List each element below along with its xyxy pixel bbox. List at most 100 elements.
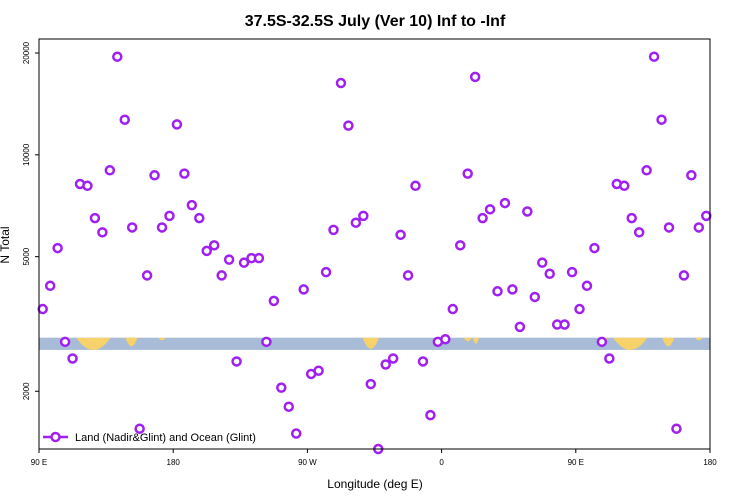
data-point bbox=[440, 333, 451, 345]
data-point bbox=[417, 356, 429, 367]
land-patch bbox=[662, 337, 675, 347]
data-point bbox=[604, 353, 615, 364]
data-point bbox=[499, 197, 511, 209]
legend: Land (Nadir&Glint) and Ocean (Glint) bbox=[43, 431, 256, 444]
data-point bbox=[507, 284, 518, 295]
x-tick-label: 180 bbox=[167, 458, 181, 467]
data-point bbox=[537, 257, 548, 268]
data-point bbox=[238, 257, 250, 268]
data-point bbox=[469, 71, 481, 83]
data-point bbox=[216, 270, 227, 281]
data-point bbox=[581, 280, 593, 292]
data-point bbox=[231, 356, 242, 367]
data-point bbox=[59, 336, 71, 348]
data-point bbox=[387, 353, 399, 364]
data-point bbox=[298, 284, 309, 295]
data-point bbox=[119, 114, 130, 125]
data-point bbox=[313, 365, 324, 376]
x-tick-label: 90 W bbox=[298, 458, 317, 467]
plot-frame bbox=[38, 38, 711, 450]
x-tick-label: 0 bbox=[439, 458, 444, 467]
legend-label: Land (Nadir&Glint) and Ocean (Glint) bbox=[75, 432, 256, 444]
land-patch bbox=[362, 337, 379, 349]
data-point bbox=[208, 240, 220, 251]
data-point bbox=[619, 180, 630, 192]
data-point bbox=[671, 423, 682, 434]
data-point bbox=[112, 51, 123, 62]
legend-marker bbox=[50, 431, 61, 443]
data-point bbox=[462, 168, 473, 179]
data-point bbox=[395, 229, 406, 241]
data-point bbox=[656, 114, 667, 125]
data-points bbox=[37, 51, 712, 455]
y-axis-label: N Total bbox=[0, 226, 12, 263]
data-point bbox=[402, 270, 414, 281]
data-point bbox=[574, 303, 585, 315]
land-patch bbox=[125, 337, 138, 347]
data-point bbox=[663, 222, 675, 233]
data-point bbox=[276, 382, 287, 393]
data-point bbox=[633, 227, 645, 238]
data-point bbox=[201, 245, 212, 257]
data-point bbox=[328, 224, 339, 236]
data-point bbox=[141, 270, 153, 281]
data-point bbox=[678, 270, 690, 281]
data-point bbox=[82, 180, 93, 192]
data-point bbox=[89, 212, 101, 224]
x-tick-label: 90 E bbox=[31, 458, 47, 467]
data-point bbox=[522, 206, 533, 217]
data-point bbox=[343, 120, 354, 131]
data-point bbox=[134, 423, 145, 434]
data-point bbox=[37, 303, 48, 315]
data-point bbox=[477, 212, 488, 224]
data-point bbox=[701, 210, 712, 222]
data-point bbox=[320, 266, 332, 278]
data-point bbox=[253, 252, 265, 264]
data-point bbox=[171, 119, 183, 130]
y-tick-label: 20000 bbox=[22, 41, 31, 64]
data-point bbox=[335, 77, 347, 89]
data-point bbox=[365, 378, 377, 390]
data-point bbox=[410, 180, 421, 192]
data-point bbox=[52, 242, 63, 254]
y-tick-label: 10000 bbox=[22, 143, 31, 166]
land-patch bbox=[472, 337, 479, 344]
data-point bbox=[223, 254, 235, 265]
data-point bbox=[67, 353, 78, 364]
data-point bbox=[559, 319, 570, 330]
land-ocean-band bbox=[39, 337, 710, 350]
data-point bbox=[126, 222, 138, 233]
data-point bbox=[44, 280, 56, 292]
data-point bbox=[514, 321, 526, 333]
data-point bbox=[626, 212, 637, 224]
data-point bbox=[186, 199, 198, 211]
data-point bbox=[566, 266, 578, 278]
data-point bbox=[350, 217, 362, 228]
land-patch bbox=[463, 337, 472, 342]
data-point bbox=[194, 212, 205, 224]
data-point bbox=[648, 51, 660, 62]
data-point bbox=[641, 165, 652, 176]
x-tick-label: 90 E bbox=[568, 458, 584, 467]
data-point bbox=[596, 336, 608, 348]
land-patch bbox=[695, 337, 703, 341]
data-point bbox=[268, 295, 280, 307]
data-point bbox=[589, 242, 600, 254]
data-point bbox=[492, 286, 503, 297]
land-patch bbox=[158, 337, 166, 341]
x-axis-label: Longitude (deg E) bbox=[327, 477, 422, 491]
data-point bbox=[261, 336, 272, 348]
data-point bbox=[544, 268, 555, 280]
data-point bbox=[164, 210, 175, 222]
data-point bbox=[484, 204, 496, 215]
data-point bbox=[425, 409, 436, 421]
axes: 90 E 180 90 W 0 90 E 180 2000 5000 10000 20000 bbox=[22, 41, 717, 467]
data-point bbox=[529, 291, 541, 303]
land-patch bbox=[76, 337, 111, 350]
data-point bbox=[104, 165, 116, 176]
y-tick-label: 2000 bbox=[22, 382, 31, 400]
land-patch bbox=[613, 337, 648, 350]
y-tick-label: 5000 bbox=[22, 247, 31, 265]
data-point bbox=[358, 210, 369, 222]
data-point bbox=[447, 303, 459, 315]
